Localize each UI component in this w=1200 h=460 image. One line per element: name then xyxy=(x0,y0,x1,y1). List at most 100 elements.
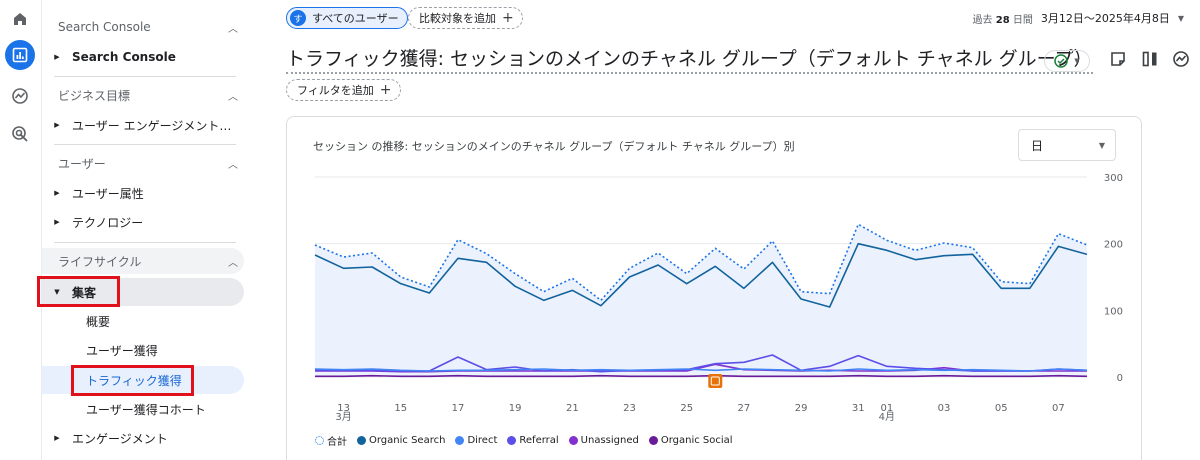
granularity-value: 日 xyxy=(1031,138,1044,153)
report-sidebar: Search Console ︿ ▶ Search Console ビジネス目標… xyxy=(37,0,248,460)
total-area-fill xyxy=(315,224,1087,377)
advertising-icon[interactable] xyxy=(5,119,35,149)
chart-legend: 合計 Organic Search Direct Referral Unassigned… xyxy=(315,433,733,448)
sidebar-subitem-user-acquisition[interactable]: ユーザー獲得 xyxy=(42,336,244,364)
x-tick-label: 17 xyxy=(452,403,465,414)
section-title: Search Console xyxy=(58,20,151,34)
chart-title: セッション の推移: セッションのメインのチャネル グループ（デフォルト チャネ… xyxy=(313,140,795,153)
sidebar-item-demographics[interactable]: ▶ ユーザー属性 xyxy=(42,179,244,207)
sidebar-item-label: Search Console xyxy=(72,50,176,64)
legend-label: Organic Search xyxy=(369,435,446,446)
legend-label: Unassigned xyxy=(580,435,639,446)
sidebar-item-label: ユーザー獲得 xyxy=(86,343,158,358)
insights-icon[interactable] xyxy=(1171,49,1191,69)
chevron-up-icon: ︿ xyxy=(228,159,238,171)
y-tick-label: 100 xyxy=(1104,306,1123,317)
sidebar-item-engagement[interactable]: ▶ エンゲージメント xyxy=(42,424,244,452)
user-segment-chip[interactable]: す すべてのユーザー xyxy=(286,7,408,29)
sidebar-item-label: トラフィック獲得 xyxy=(86,373,182,388)
chevron-up-icon: ︿ xyxy=(228,91,238,103)
caret-right-icon: ▶ xyxy=(54,189,60,197)
caret-right-icon: ▶ xyxy=(54,434,60,442)
granularity-select[interactable]: 日 ▼ xyxy=(1018,129,1116,161)
date-range-picker[interactable]: 過去 28 日間 3月12日〜2025年4月8日 ▼ xyxy=(973,10,1184,26)
plus-icon: + xyxy=(379,82,392,98)
x-tick-label: 21 xyxy=(566,403,579,414)
legend-swatch xyxy=(315,436,324,445)
section-title: ビジネス目標 xyxy=(58,88,131,103)
dropdown-arrow-icon: ▼ xyxy=(1177,13,1184,23)
legend-label: Direct xyxy=(467,435,498,446)
legend-swatch xyxy=(568,436,578,445)
check-circle-icon xyxy=(1054,54,1069,68)
explore-icon[interactable] xyxy=(5,81,35,111)
compare-columns-icon[interactable] xyxy=(1140,49,1160,69)
date-days: 28 xyxy=(995,14,1010,26)
nav-rail xyxy=(0,0,42,460)
x-tick-sublabel: 4月 xyxy=(879,411,895,423)
caret-right-icon: ▶ xyxy=(54,218,60,226)
x-tick-label: 15 xyxy=(394,403,407,414)
legend-item[interactable]: Direct xyxy=(455,435,497,446)
legend-item[interactable]: Referral xyxy=(507,435,559,446)
legend-label: Organic Social xyxy=(660,435,733,446)
sidebar-subitem-traffic-acquisition[interactable]: トラフィック獲得 xyxy=(42,366,244,394)
series-line-organic-social xyxy=(315,374,1088,378)
sidebar-item-label: テクノロジー xyxy=(72,215,144,230)
add-filter-button[interactable]: フィルタを追加 + xyxy=(286,79,401,101)
divider xyxy=(54,144,236,145)
section-header-search-console[interactable]: Search Console ︿ xyxy=(58,14,244,40)
highlight-box xyxy=(37,276,120,307)
x-tick-label: 05 xyxy=(995,403,1008,414)
chart-card: セッション の推移: セッションのメインのチャネル グループ（デフォルト チャネ… xyxy=(286,116,1142,460)
sidebar-item-acquisition[interactable]: ▼ 集客 xyxy=(42,278,244,306)
sidebar-subitem-user-acquisition-cohort[interactable]: ユーザー獲得コホート xyxy=(42,395,244,423)
reports-icon[interactable] xyxy=(5,40,35,70)
x-tick-label: 25 xyxy=(680,403,693,414)
page-title[interactable]: トラフィック獲得: セッションのメインのチャネル グループ（デフォルト チャネル… xyxy=(286,44,1093,74)
x-tick-label: 07 xyxy=(1052,403,1065,414)
series-line-direct xyxy=(314,368,1088,372)
section-header-user[interactable]: ユーザー ︿ xyxy=(58,150,244,176)
sidebar-item-user-engagement[interactable]: ▶ ユーザー エンゲージメントと… xyxy=(42,111,244,139)
sidebar-item-label: エンゲージメント xyxy=(72,431,168,446)
x-tick-label: 31 xyxy=(852,403,865,414)
add-filter-label: フィルタを追加 xyxy=(297,84,374,97)
dropdown-arrow-icon: ▼ xyxy=(1074,57,1080,65)
legend-item[interactable]: Unassigned xyxy=(568,435,639,446)
date-range-duration: 過去 28 日間 xyxy=(973,11,1033,26)
sidebar-subitem-overview[interactable]: 概要 xyxy=(42,307,244,335)
legend-swatch xyxy=(455,436,465,445)
date-prefix: 過去 xyxy=(972,14,993,26)
legend-item[interactable]: 合計 xyxy=(315,433,347,448)
divider xyxy=(54,242,236,243)
x-tick-label: 19 xyxy=(509,403,522,414)
sidebar-item-label: ユーザー属性 xyxy=(72,186,144,201)
plus-icon: + xyxy=(502,10,514,26)
x-tick-label: 29 xyxy=(795,403,808,414)
annotation-marker-icon xyxy=(708,374,723,388)
section-header-lifecycle[interactable]: ライフサイクル ︿ xyxy=(42,248,244,274)
date-range-text: 3月12日〜2025年4月8日 xyxy=(1040,12,1170,25)
caret-down-icon: ▼ xyxy=(54,288,60,296)
legend-label: Referral xyxy=(519,435,559,446)
x-tick-label: 03 xyxy=(938,403,951,414)
sidebar-item-technology[interactable]: ▶ テクノロジー xyxy=(42,208,244,236)
sidebar-item-label: ユーザー エンゲージメントと… xyxy=(72,118,237,133)
legend-item[interactable]: Organic Social xyxy=(648,435,733,446)
add-comparison-label: 比較対象を追加 xyxy=(419,12,496,25)
y-tick-label: 200 xyxy=(1104,240,1123,251)
divider xyxy=(54,76,236,77)
section-title: ユーザー xyxy=(58,156,106,171)
home-icon[interactable] xyxy=(5,4,35,34)
add-comparison-button[interactable]: 比較対象を追加 + xyxy=(408,7,523,29)
section-header-business-goals[interactable]: ビジネス目標 ︿ xyxy=(58,82,244,108)
highlight-box xyxy=(71,365,194,396)
legend-item[interactable]: Organic Search xyxy=(357,435,445,446)
sidebar-item-search-console[interactable]: ▶ Search Console xyxy=(42,43,244,71)
data-quality-status[interactable]: ▼ xyxy=(1044,50,1090,72)
section-title: ライフサイクル xyxy=(58,254,142,269)
annotation-icon[interactable] xyxy=(1108,49,1128,69)
x-tick-label: 13 xyxy=(337,403,350,414)
